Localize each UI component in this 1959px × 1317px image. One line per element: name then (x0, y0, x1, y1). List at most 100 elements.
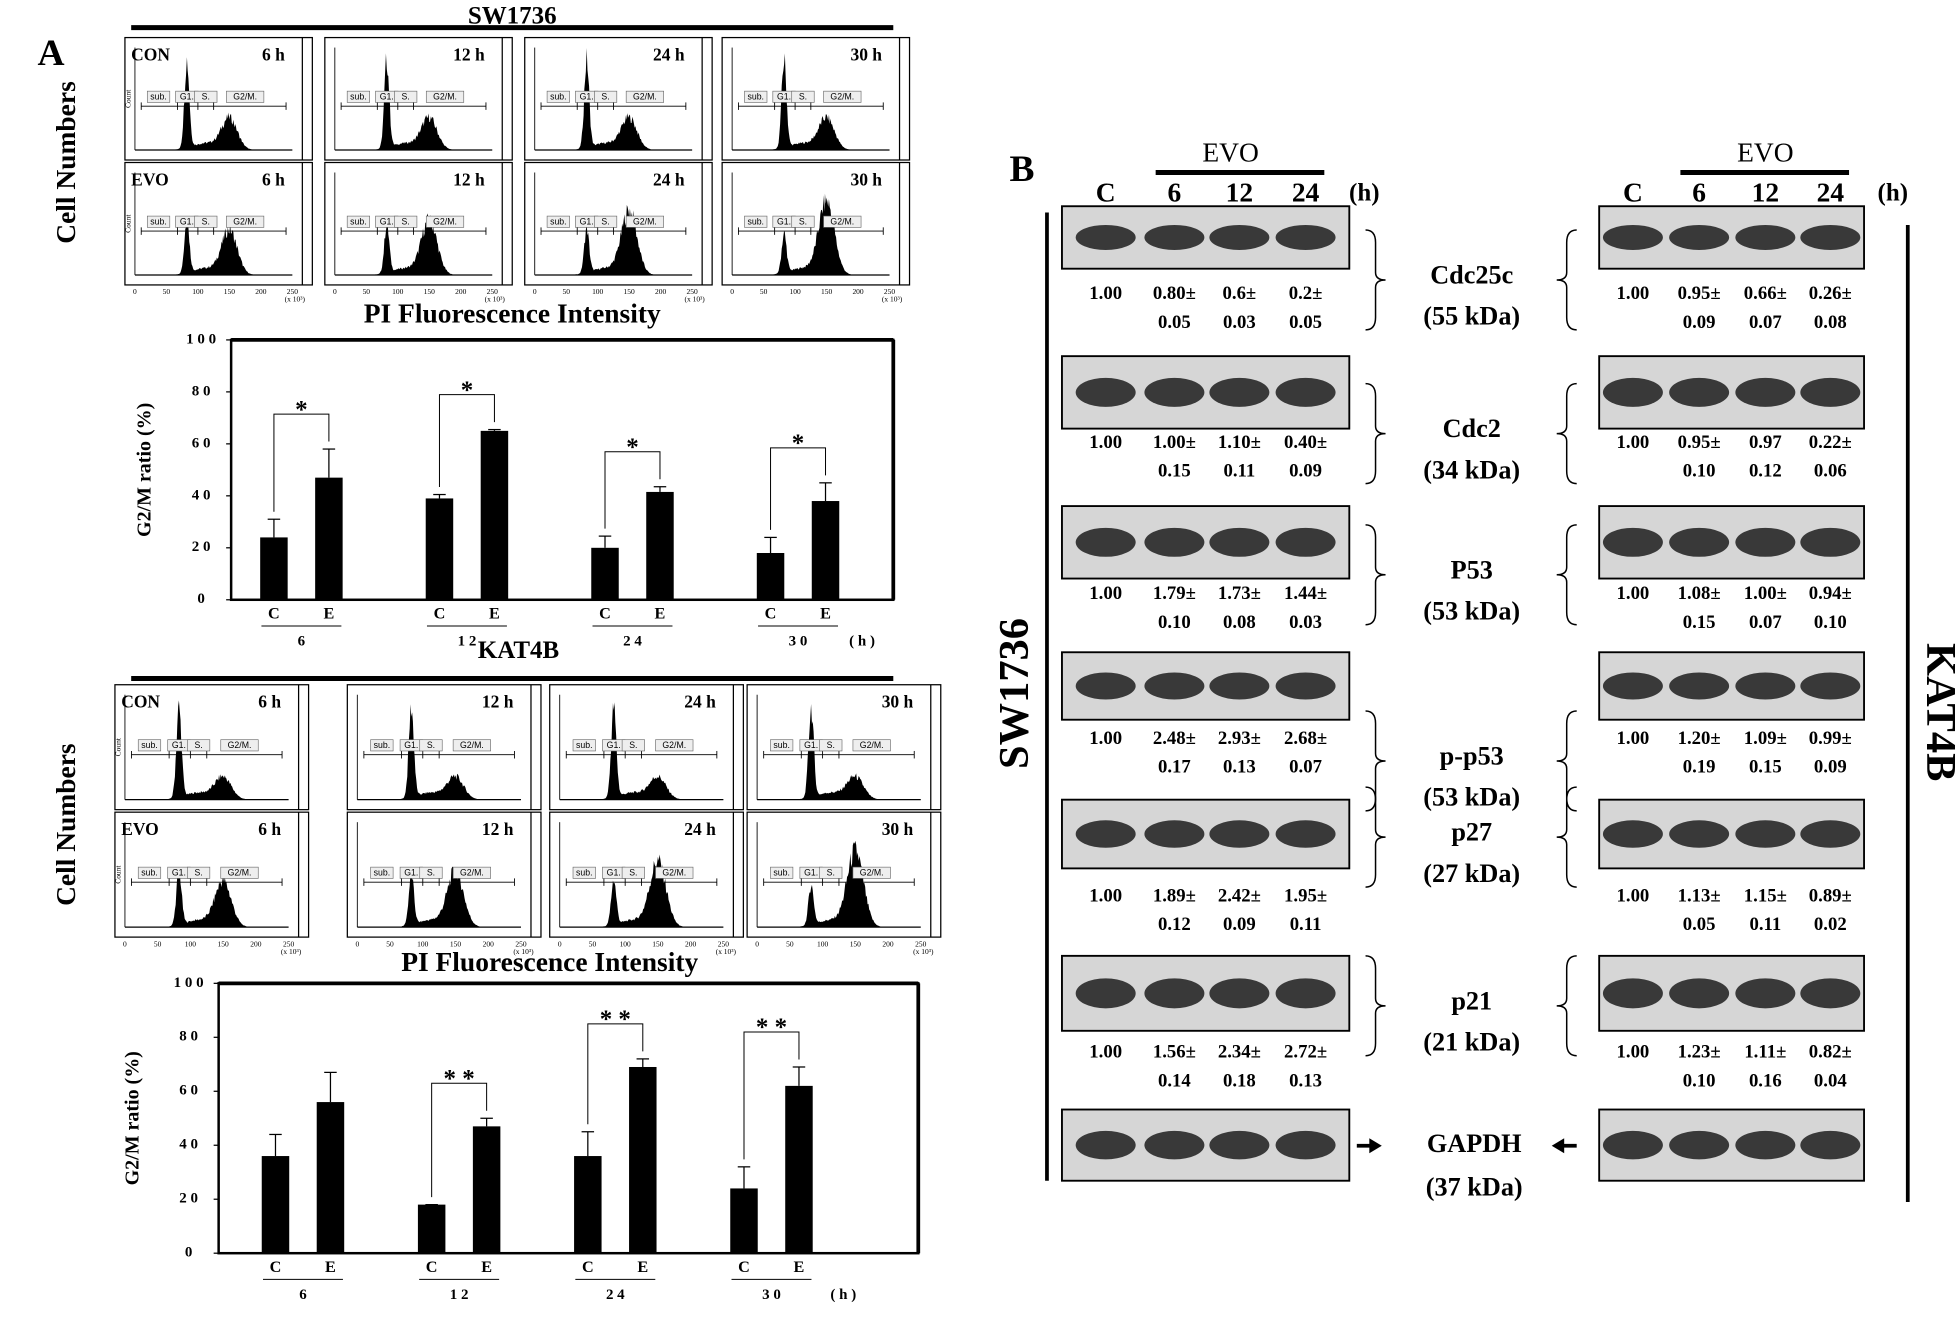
gate-box (852, 866, 891, 879)
bar (260, 537, 288, 600)
y-tick-label: 6 0 (192, 435, 211, 451)
gate-box (137, 739, 162, 752)
quant-sd: 0.10 (1158, 612, 1191, 633)
band (1209, 527, 1270, 557)
gate-box (220, 739, 259, 752)
histogram-tick-label: 250 (718, 939, 729, 948)
quant-sd: 0.15 (1158, 461, 1191, 482)
quant-sd: 0.03 (1223, 312, 1256, 333)
x-tick-label: 1 2 (450, 1287, 469, 1303)
quant-mean: 0.95± (1678, 432, 1721, 453)
y-tick-label: 4 0 (179, 1137, 198, 1153)
cell-line-title: SW1736 (468, 2, 557, 29)
histogram-tick-label: 50 (786, 939, 794, 948)
histogram-tick-label: 100 (392, 287, 403, 296)
gate-box (852, 739, 891, 752)
gate-label: G1. (180, 216, 194, 226)
quant-sd: 0.07 (1749, 612, 1782, 633)
time-label: 12 h (453, 44, 485, 64)
significance-bracket (743, 1031, 800, 1160)
arrow-head (1369, 1138, 1382, 1154)
bar (629, 1066, 657, 1254)
gate-label: G2/M. (460, 740, 484, 750)
time-label: 24 h (684, 691, 716, 711)
gate-box (625, 215, 664, 228)
histogram-tick-label: 50 (386, 939, 394, 948)
protein-size: (53 kDa) (1423, 597, 1520, 626)
gate-box (621, 866, 645, 879)
protein-size: (34 kDa) (1423, 455, 1520, 484)
quant-mean: 0.95± (1678, 283, 1721, 304)
protein-name: p27 (1451, 818, 1492, 847)
series-label: C (426, 1258, 438, 1276)
quant-mean: 0.97 (1749, 432, 1782, 453)
histogram-tick-label: 50 (163, 287, 171, 296)
x-tick-label: 2 4 (606, 1287, 625, 1303)
histogram-tick-label: 0 (755, 939, 759, 948)
band (1075, 224, 1136, 250)
band (1735, 1130, 1796, 1160)
time-label: 24 h (653, 169, 685, 189)
band (1669, 224, 1730, 250)
lane-label: 6 (1168, 177, 1182, 207)
gate-label: G1. (607, 867, 621, 877)
quant-mean: 1.79± (1153, 583, 1196, 604)
x-tick-label: 1 2 (458, 634, 477, 650)
band (1602, 672, 1663, 700)
x-tick-label: 3 0 (789, 634, 808, 650)
gate-label: G1. (172, 740, 186, 750)
gate-label: G2/M. (433, 216, 457, 226)
count-label: Count (113, 737, 122, 756)
band (1602, 224, 1663, 250)
gate-label: S. (629, 740, 637, 750)
series-label: C (434, 605, 446, 623)
quant-sd: 0.16 (1749, 1070, 1782, 1091)
gate-box (823, 90, 862, 103)
band (1209, 978, 1270, 1009)
quant-mean: 0.82± (1809, 1042, 1852, 1063)
quant-mean: 1.08± (1678, 583, 1721, 604)
histogram-tick-label: 50 (363, 287, 371, 296)
band (1144, 978, 1205, 1009)
brace (1365, 786, 1386, 888)
gate-label: sub. (747, 216, 764, 226)
gate-label: G2/M. (662, 867, 686, 877)
gate-box (419, 739, 443, 752)
group-label: EVO (1202, 137, 1258, 167)
histogram-tick-label: 200 (483, 939, 494, 948)
gate-label: G2/M. (460, 867, 484, 877)
gate-box (137, 866, 162, 879)
y-axis-label: Cell Numbers (51, 743, 81, 906)
histogram-tick-label: 200 (455, 287, 466, 296)
band (1144, 224, 1205, 250)
gate-label: G1. (804, 867, 818, 877)
band (1275, 978, 1336, 1009)
gate-label: S. (827, 740, 835, 750)
gate-box (187, 739, 211, 752)
significance-label: * * (444, 1066, 475, 1093)
histogram-tick-label: 250 (487, 287, 498, 296)
histogram-tick-label: 150 (821, 287, 832, 296)
quant-sd: 0.11 (1749, 914, 1781, 935)
histogram-tick-label: 0 (333, 287, 337, 296)
quant-mean: 1.89± (1153, 885, 1196, 906)
lane-label: 24 (1817, 177, 1845, 207)
y-tick-label: 0 (197, 591, 205, 607)
quant-mean: 1.23± (1678, 1042, 1721, 1063)
quant-mean: 1.00± (1744, 583, 1787, 604)
series-label: E (481, 1258, 492, 1276)
time-label: 12 h (482, 691, 514, 711)
time-label: 12 h (453, 169, 485, 189)
protein-size: (21 kDa) (1423, 1028, 1520, 1057)
histogram-tick-label: 250 (687, 287, 698, 296)
quant-mean: 1.00 (1617, 728, 1650, 749)
histogram-tick-label: 250 (283, 939, 294, 948)
y-tick-label: 8 0 (192, 383, 211, 399)
lane-label: 12 (1752, 177, 1779, 207)
time-label: 6 h (258, 819, 281, 839)
gate-box (655, 739, 694, 752)
series-label: C (599, 605, 611, 623)
quant-mean: 1.20± (1678, 728, 1721, 749)
band (1209, 224, 1270, 250)
gate-label: S. (194, 740, 202, 750)
